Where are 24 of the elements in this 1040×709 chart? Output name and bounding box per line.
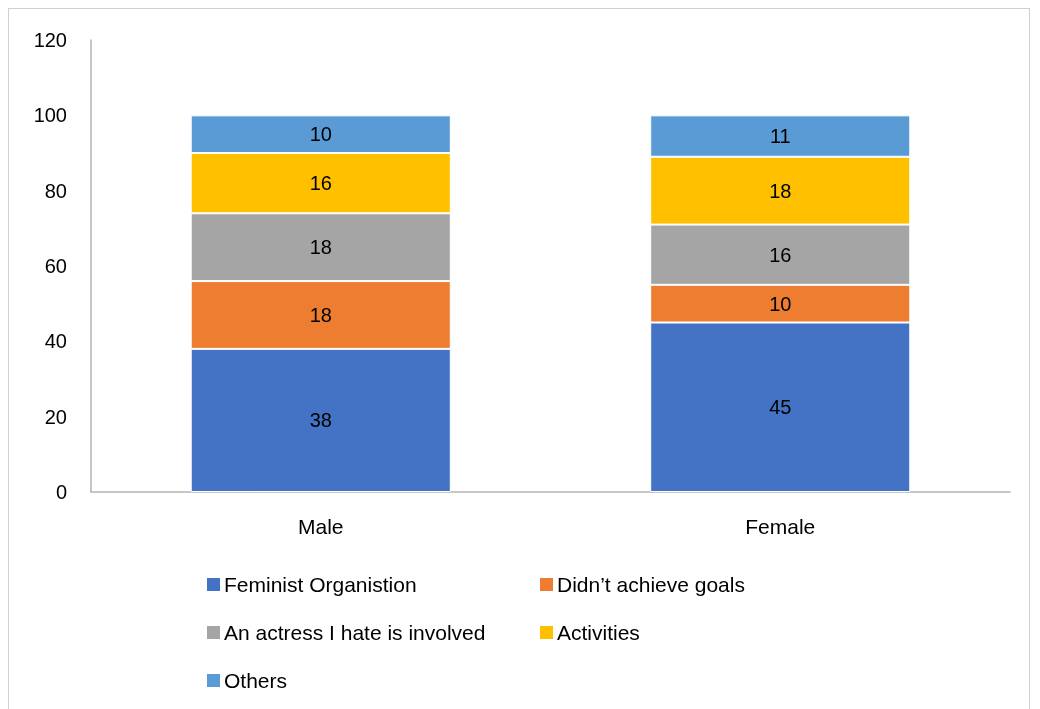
data-label: 10 bbox=[309, 123, 332, 146]
data-label: 16 bbox=[769, 243, 792, 266]
y-tick-label: 100 bbox=[33, 104, 67, 127]
legend-label: Others bbox=[224, 669, 288, 692]
data-label: 38 bbox=[309, 409, 332, 432]
data-label: 18 bbox=[309, 236, 332, 259]
data-label: 16 bbox=[309, 172, 332, 195]
data-label: 18 bbox=[309, 303, 332, 326]
data-label: 10 bbox=[769, 292, 792, 315]
x-tick-label: Male bbox=[297, 515, 344, 538]
y-tick-label: 80 bbox=[44, 179, 67, 202]
y-tick-label: 40 bbox=[44, 330, 67, 353]
legend-label: Didn’t achieve goals bbox=[557, 573, 745, 596]
y-tick-label: 60 bbox=[44, 255, 67, 277]
x-tick-label: Female bbox=[745, 515, 816, 538]
y-tick-label: 0 bbox=[55, 481, 67, 503]
y-tick-label: 120 bbox=[33, 29, 67, 51]
legend-label: An actress I hate is involved bbox=[224, 621, 486, 644]
y-tick-label: 20 bbox=[44, 405, 67, 428]
data-label: 45 bbox=[769, 396, 792, 419]
data-label: 11 bbox=[769, 125, 791, 148]
data-label: 18 bbox=[769, 179, 792, 202]
legend-label: Activities bbox=[557, 621, 640, 644]
legend-label: Feminist Organistion bbox=[224, 573, 417, 596]
